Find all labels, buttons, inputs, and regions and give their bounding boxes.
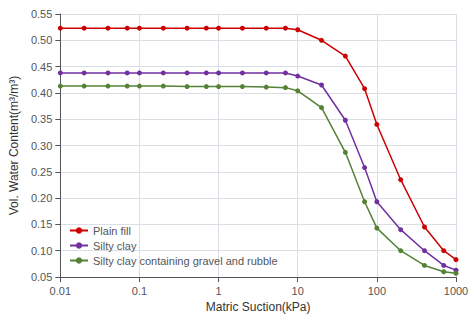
svg-text:0.05: 0.05 <box>31 271 52 283</box>
svg-text:0.45: 0.45 <box>31 61 52 73</box>
svg-text:0.01: 0.01 <box>50 285 71 297</box>
svg-text:Silty clay containing gravel a: Silty clay containing gravel and rubble <box>93 255 278 267</box>
svg-text:0.35: 0.35 <box>31 113 52 125</box>
svg-text:0.20: 0.20 <box>31 192 52 204</box>
svg-text:0.55: 0.55 <box>31 8 52 20</box>
svg-text:0.30: 0.30 <box>31 140 52 152</box>
svg-text:1000: 1000 <box>444 285 468 297</box>
svg-text:Silty clay: Silty clay <box>93 240 137 252</box>
svg-text:Matric Suction(kPa): Matric Suction(kPa) <box>206 300 311 314</box>
svg-text:0.1: 0.1 <box>132 285 147 297</box>
svg-text:10: 10 <box>292 285 304 297</box>
svg-text:100: 100 <box>368 285 386 297</box>
svg-text:0.15: 0.15 <box>31 218 52 230</box>
svg-text:Plain fill: Plain fill <box>93 225 131 237</box>
svg-text:0.10: 0.10 <box>31 245 52 257</box>
svg-text:0.25: 0.25 <box>31 166 52 178</box>
svg-text:1: 1 <box>216 285 222 297</box>
svg-text:0.40: 0.40 <box>31 87 52 99</box>
svg-text:0.50: 0.50 <box>31 34 52 46</box>
svg-text:Vol. Water Content(m³/m³): Vol. Water Content(m³/m³) <box>7 76 21 216</box>
